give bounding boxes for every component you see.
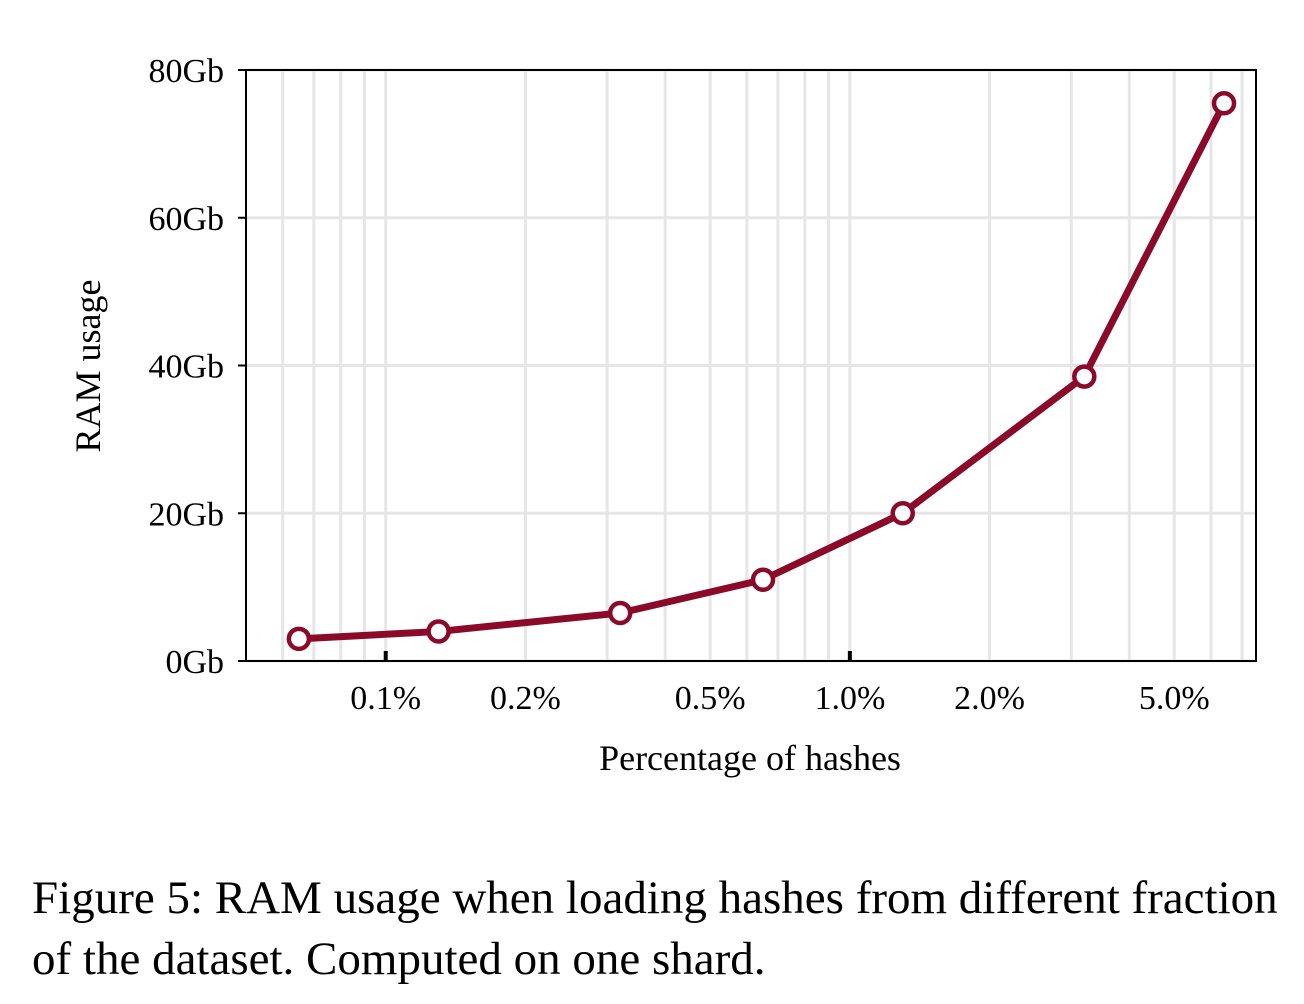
data-point [1072, 364, 1097, 389]
data-point [750, 567, 776, 592]
x-tick-label: 0.5% [675, 680, 746, 717]
x-tick-label: 1.0% [814, 680, 885, 717]
axis-ticks: 0Gb 20Gb 40Gb 60Gb 80Gb 0.1% 0.2% 0.5% 1.0% 2.0% 5… [148, 53, 1209, 717]
y-tick-label: 60Gb [148, 201, 224, 238]
data-series [286, 90, 1237, 652]
y-tick-label: 80Gb [148, 53, 224, 90]
x-tick-label: 0.2% [490, 680, 561, 717]
figure-caption: Figure 5: RAM usage when loading hashes … [32, 872, 1278, 985]
x-tick-label: 0.1% [350, 680, 421, 717]
data-point [607, 600, 633, 626]
x-axis-label: Percentage of hashes [599, 738, 901, 778]
y-tick-label: 20Gb [148, 496, 224, 533]
y-axis-label: RAM usage [68, 280, 108, 453]
y-tick-label: 40Gb [148, 349, 224, 386]
x-tick-label: 5.0% [1139, 680, 1210, 717]
ram-usage-chart: 0Gb 20Gb 40Gb 60Gb 80Gb 0.1% 0.2% 0.5% 1.0% 2.0% 5… [68, 53, 1257, 778]
data-point [286, 626, 312, 652]
data-point [1211, 90, 1237, 116]
data-point [890, 501, 915, 526]
x-tick-label: 2.0% [954, 680, 1025, 717]
y-tick-label: 0Gb [165, 644, 224, 681]
data-point [426, 619, 451, 644]
grid [246, 68, 1256, 663]
